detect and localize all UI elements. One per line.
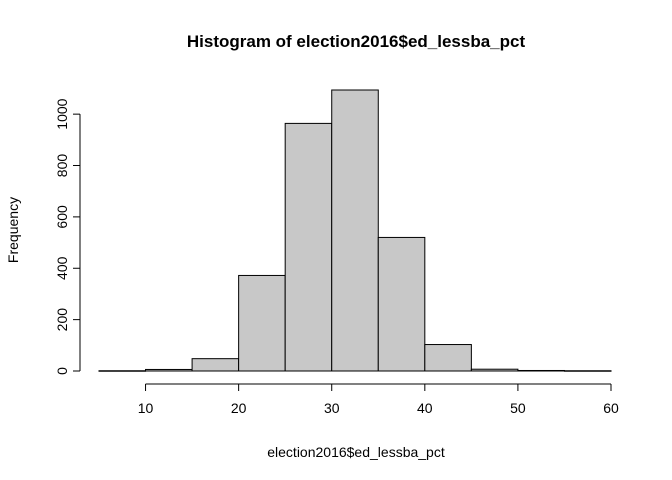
x-tick-label-10: 10 xyxy=(138,400,154,416)
y-tick-label-600: 600 xyxy=(54,205,70,229)
chart-title: Histogram of election2016$ed_lessba_pct xyxy=(187,32,526,51)
histogram-bar-10 xyxy=(563,370,612,372)
y-tick-label-200: 200 xyxy=(54,308,70,332)
y-axis-label: Frequency xyxy=(5,197,21,263)
histogram-bar-4 xyxy=(284,122,333,372)
bars-group xyxy=(98,89,612,372)
x-tick-label-50: 50 xyxy=(510,400,526,416)
histogram-bar-3 xyxy=(238,274,286,372)
histogram-bar-5 xyxy=(331,89,379,372)
x-tick-label-30: 30 xyxy=(324,400,340,416)
x-axis-label: election2016$ed_lessba_pct xyxy=(267,444,445,460)
y-axis: 0 200 400 600 800 1000 xyxy=(54,98,81,375)
histogram-bar-8 xyxy=(470,368,519,372)
x-axis: 10 20 30 40 50 60 xyxy=(138,383,619,416)
y-tick-label-0: 0 xyxy=(54,367,70,375)
histogram-bar-6 xyxy=(377,236,426,372)
y-tick-label-1000: 1000 xyxy=(54,98,70,129)
histogram-bar-1 xyxy=(145,368,193,372)
y-tick-label-800: 800 xyxy=(54,154,70,178)
histogram-bar-2 xyxy=(191,358,240,372)
histogram-bar-7 xyxy=(424,344,472,372)
x-tick-label-20: 20 xyxy=(231,400,247,416)
y-tick-label-400: 400 xyxy=(54,256,70,280)
histogram-bar-0 xyxy=(98,370,147,372)
histogram-bar-9 xyxy=(517,369,565,372)
x-tick-label-40: 40 xyxy=(417,400,433,416)
x-tick-label-60: 60 xyxy=(603,400,619,416)
